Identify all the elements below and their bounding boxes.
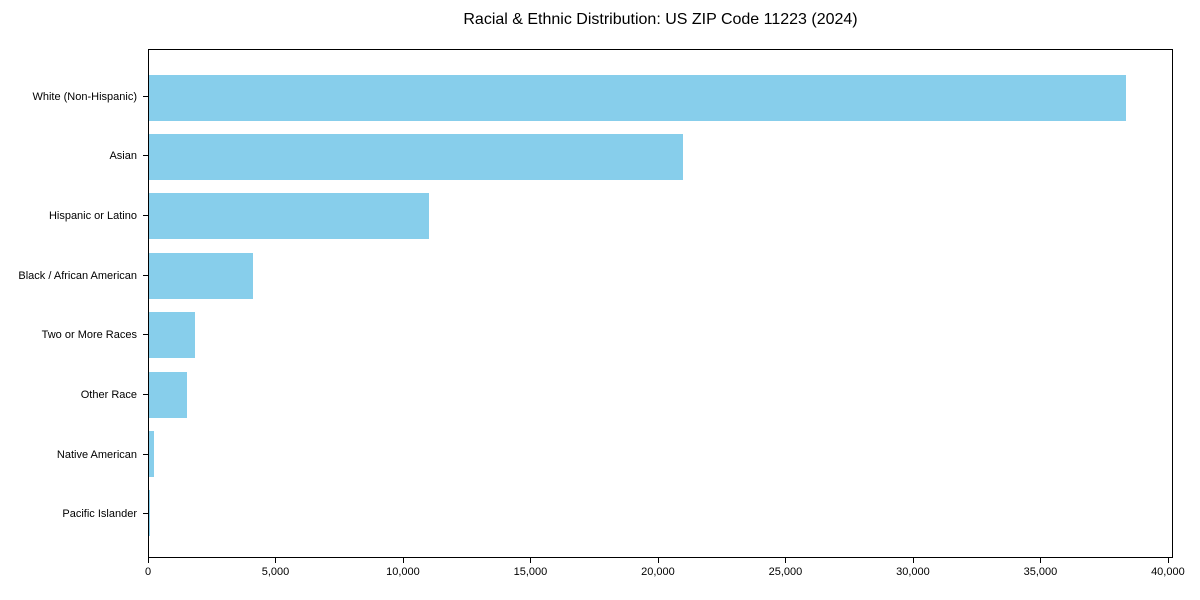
x-axis-tick <box>530 558 532 563</box>
bar-black-african-american <box>149 252 254 299</box>
y-axis-tick <box>143 95 148 97</box>
y-axis-label: Asian <box>109 150 137 163</box>
bar-asian <box>149 134 684 181</box>
bars-container <box>149 50 1172 557</box>
y-axis-row: Two or More Races <box>0 306 148 366</box>
x-axis-tick-label: 0 <box>144 566 152 578</box>
x-axis-tick-label: 20,000 <box>641 566 675 578</box>
x-axis-tick-label: 25,000 <box>768 566 803 578</box>
y-axis-row: White (Non-Hispanic) <box>0 67 148 127</box>
y-axis-label: White (Non-Hispanic) <box>32 90 137 103</box>
y-axis-row: Native American <box>0 425 148 485</box>
plot-area <box>148 49 1173 558</box>
x-axis-tick-label: 30,000 <box>896 566 930 578</box>
y-axis: White (Non-Hispanic) Asian Hispanic or Lat… <box>0 49 148 558</box>
bar-row <box>149 246 1172 305</box>
bar-pacific-islander <box>149 490 150 537</box>
x-axis-tick-label: 5,000 <box>261 566 290 578</box>
x-axis-tick-label: 15,000 <box>513 566 548 578</box>
x-axis-tick-label: 10,000 <box>386 566 420 578</box>
bar-row <box>149 127 1172 186</box>
bar-white-non-hispanic <box>149 74 1127 121</box>
y-axis-row: Asian <box>0 127 148 187</box>
bar-other-race <box>149 371 188 418</box>
y-axis-label: Native American <box>56 448 137 461</box>
y-axis-label: Hispanic or Latino <box>48 210 137 223</box>
y-axis-tick <box>143 334 148 336</box>
y-axis-row: Other Race <box>0 365 148 425</box>
bar-row <box>149 365 1172 424</box>
x-axis-tick <box>1167 558 1169 563</box>
y-axis-label: Black / African American <box>18 269 137 282</box>
bar-row <box>149 306 1172 365</box>
bar-row <box>149 424 1172 483</box>
y-axis-tick <box>143 453 148 455</box>
x-axis-tick-label: 40,000 <box>1151 566 1185 578</box>
y-axis-label: Other Race <box>80 388 137 401</box>
x-axis: 0 5,000 10,000 15,000 20,000 25,000 30,000 35,0… <box>144 558 1185 592</box>
x-axis-tick-label: 35,000 <box>1023 566 1058 578</box>
x-axis-tick <box>785 558 787 563</box>
bar-row <box>149 484 1172 543</box>
bar-hispanic-or-latino <box>149 193 429 240</box>
chart-title: Racial & Ethnic Distribution: US ZIP Cod… <box>463 11 858 28</box>
y-axis-row: Black / African American <box>0 246 148 306</box>
bar-two-or-more-races <box>149 312 195 359</box>
bar-native-american <box>149 430 154 477</box>
y-axis-label: Two or More Races <box>41 329 137 342</box>
y-axis-row: Hispanic or Latino <box>0 186 148 246</box>
y-axis-tick <box>143 393 148 395</box>
y-axis-tick <box>143 155 148 157</box>
x-axis-tick <box>1040 558 1042 563</box>
x-axis-tick <box>148 558 149 563</box>
x-axis-tick <box>912 558 914 563</box>
y-axis-tick <box>143 513 148 515</box>
bar-row <box>149 187 1172 246</box>
x-axis-tick <box>402 558 404 563</box>
x-axis-tick <box>275 558 277 563</box>
y-axis-tick <box>143 215 148 217</box>
y-axis-row: Pacific Islander <box>0 484 148 544</box>
y-axis-tick <box>143 274 148 276</box>
y-axis-label: Pacific Islander <box>62 508 137 521</box>
x-axis-tick <box>657 558 659 563</box>
bar-row <box>149 68 1172 127</box>
